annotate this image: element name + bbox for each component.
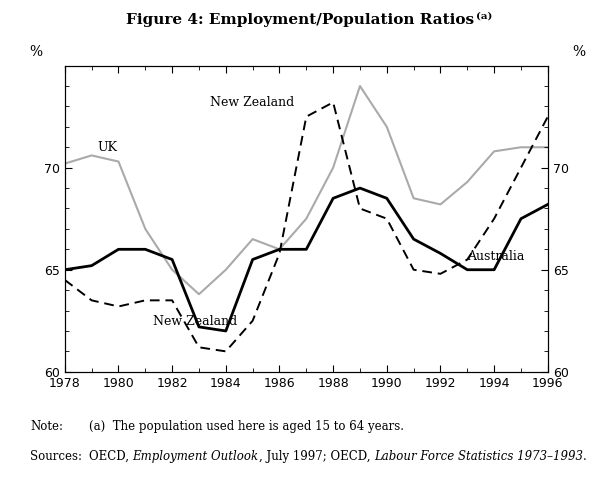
Text: %: %	[29, 46, 43, 59]
Text: Employment Outlook: Employment Outlook	[133, 450, 259, 463]
Text: Labour Force Statistics 1973–1993: Labour Force Statistics 1973–1993	[374, 450, 583, 463]
Text: , July 1997; OECD,: , July 1997; OECD,	[259, 450, 374, 463]
Text: UK: UK	[97, 141, 117, 155]
Text: Figure 4: Employment/Population Ratios: Figure 4: Employment/Population Ratios	[126, 13, 474, 27]
Text: Sources:: Sources:	[30, 450, 82, 463]
Text: .: .	[583, 450, 587, 463]
Text: %: %	[572, 46, 586, 59]
Text: (a): (a)	[476, 11, 492, 20]
Text: OECD,: OECD,	[89, 450, 133, 463]
Text: (a)  The population used here is aged 15 to 64 years.: (a) The population used here is aged 15 …	[89, 420, 404, 434]
Text: New Zealand: New Zealand	[210, 96, 294, 109]
Text: Australia: Australia	[467, 249, 524, 262]
Text: Note:: Note:	[30, 420, 63, 434]
Text: New Zealand: New Zealand	[154, 315, 238, 328]
